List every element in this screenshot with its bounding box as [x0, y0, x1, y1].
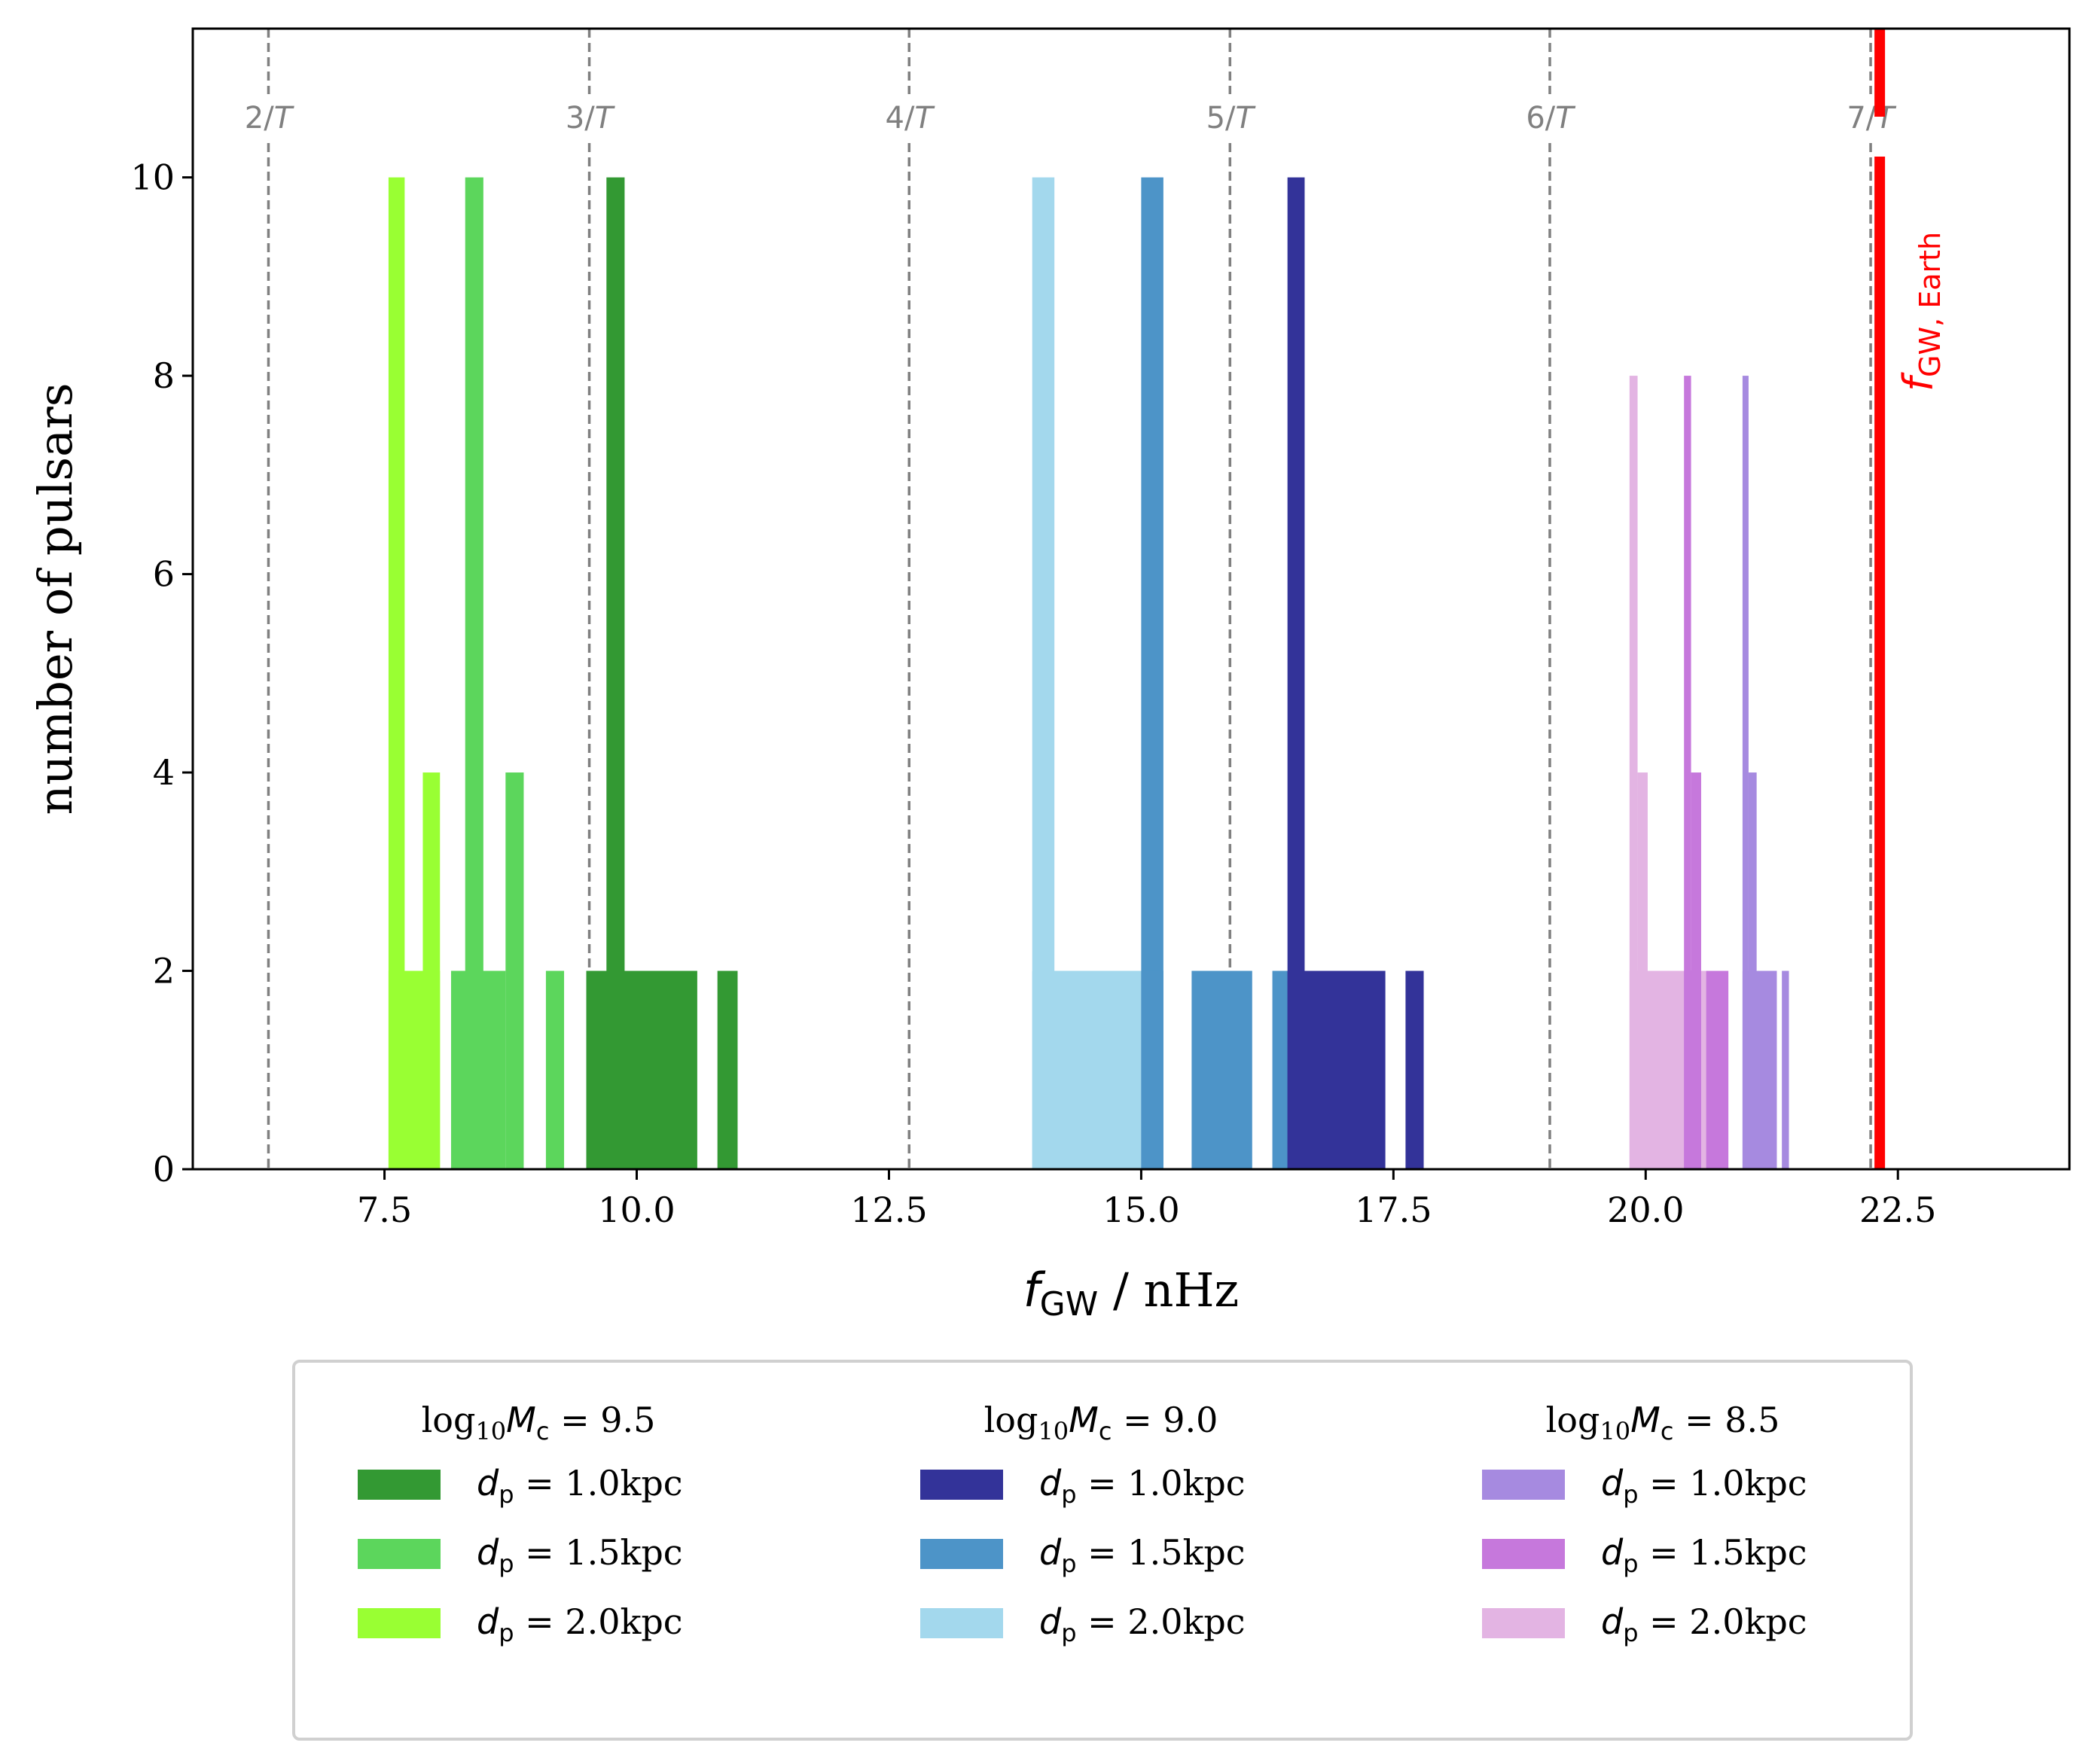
- legend-entry-label: dp = 1.0kpc: [1039, 1463, 1246, 1509]
- histogram-bar: [586, 970, 697, 1169]
- reference-line-label: 5/T: [1206, 101, 1257, 136]
- histogram-bar: [1405, 970, 1424, 1169]
- legend-entry-label: dp = 1.0kpc: [1601, 1463, 1807, 1509]
- histogram-bar: [1742, 376, 1749, 1170]
- histogram-bar: [1706, 970, 1729, 1169]
- legend-entry-label: dp = 2.0kpc: [1601, 1601, 1807, 1647]
- legend-swatch: [358, 1470, 441, 1500]
- legend-swatch: [358, 1539, 441, 1569]
- plot-frame: [191, 27, 2071, 1171]
- legend-entry-label: dp = 2.0kpc: [1039, 1601, 1246, 1647]
- histogram-bar: [388, 970, 441, 1169]
- histogram-bar: [1141, 970, 1163, 1169]
- histogram-bar: [1287, 970, 1386, 1169]
- histogram-bar: [545, 970, 565, 1169]
- x-tick-label: 7.5: [357, 1190, 412, 1230]
- reference-line-label: 6/T: [1526, 101, 1576, 136]
- legend-swatch: [1482, 1539, 1565, 1569]
- histogram-bar: [450, 970, 506, 1169]
- legend-swatch: [920, 1608, 1003, 1638]
- histogram-bar: [1742, 970, 1777, 1169]
- histogram-bar: [1287, 177, 1305, 1170]
- histogram-bar: [1032, 970, 1142, 1169]
- histogram-bar: [505, 772, 524, 1169]
- y-axis: 0 2 4 6 8 10: [130, 157, 193, 1190]
- histogram-bar: [1684, 970, 1701, 1169]
- reference-label-background: [554, 94, 624, 138]
- legend-box: [292, 1360, 1913, 1741]
- histogram-bar: [1684, 376, 1691, 1170]
- x-tick-label: 22.5: [1859, 1190, 1936, 1230]
- y-tick-label: 0: [153, 1149, 175, 1190]
- legend-swatch: [1482, 1608, 1565, 1638]
- reference-label-background: [1195, 94, 1265, 138]
- legend-entry-label: dp = 2.0kpc: [477, 1601, 683, 1647]
- legend-group-title: log10Mc = 9.5: [422, 1400, 656, 1446]
- histogram-bar: [1629, 970, 1685, 1169]
- reference-label-background: [233, 94, 303, 138]
- legend-swatch: [920, 1539, 1003, 1569]
- x-axis: 7.5 10.0 12.5 15.0 17.5 20.0 22.5: [357, 1169, 1936, 1230]
- x-tick-label: 20.0: [1607, 1190, 1684, 1230]
- x-tick-label: 10.0: [598, 1190, 675, 1230]
- legend-entry-label: dp = 1.5kpc: [1601, 1532, 1807, 1578]
- y-tick-label: 4: [153, 752, 175, 793]
- histogram-bar: [1629, 376, 1638, 1170]
- y-axis-label: number of pulsars: [28, 382, 83, 815]
- x-tick-label: 12.5: [850, 1190, 927, 1230]
- histogram-bar: [1700, 970, 1709, 1169]
- y-tick-label: 6: [153, 554, 175, 595]
- x-tick-label: 15.0: [1102, 1190, 1179, 1230]
- reference-label-background: [874, 94, 944, 138]
- reference-line-label: 3/T: [566, 101, 616, 136]
- histogram-bar: [1782, 970, 1789, 1169]
- histogram-bar: [717, 970, 738, 1169]
- legend-group-title: log10Mc = 9.0: [984, 1400, 1218, 1446]
- reference-label-background: [1836, 94, 1906, 138]
- legend-swatch: [1482, 1470, 1565, 1500]
- y-tick-label: 10: [130, 157, 175, 198]
- histogram-bars: [388, 177, 1789, 1170]
- reference-label-background: [1515, 94, 1585, 138]
- legend-entry-label: dp = 1.5kpc: [1039, 1532, 1246, 1578]
- y-tick-label: 8: [153, 355, 175, 396]
- earth-frequency-marker: fGW, Earth: [1874, 29, 1947, 1169]
- legend-entry-label: dp = 1.0kpc: [477, 1463, 683, 1509]
- y-tick-label: 2: [153, 951, 175, 992]
- reference-line-label: 2/T: [245, 101, 295, 136]
- legend-swatch: [920, 1470, 1003, 1500]
- legend: log10Mc = 9.5 dp = 1.0kpc dp = 1.5kpc dp = …: [292, 1360, 1913, 1741]
- legend-swatch: [358, 1608, 441, 1638]
- reference-line-label: 7/T: [1847, 101, 1897, 136]
- reference-lines: 2/T 3/T 4/T 5/T 6/T 7/T: [233, 29, 1906, 1169]
- legend-group-title: log10Mc = 8.5: [1546, 1400, 1780, 1446]
- x-tick-label: 17.5: [1355, 1190, 1432, 1230]
- legend-entry-label: dp = 1.5kpc: [477, 1532, 683, 1578]
- histogram-bar: [388, 177, 405, 1170]
- histogram-bar: [1191, 970, 1252, 1169]
- reference-line-label: 4/T: [886, 101, 936, 136]
